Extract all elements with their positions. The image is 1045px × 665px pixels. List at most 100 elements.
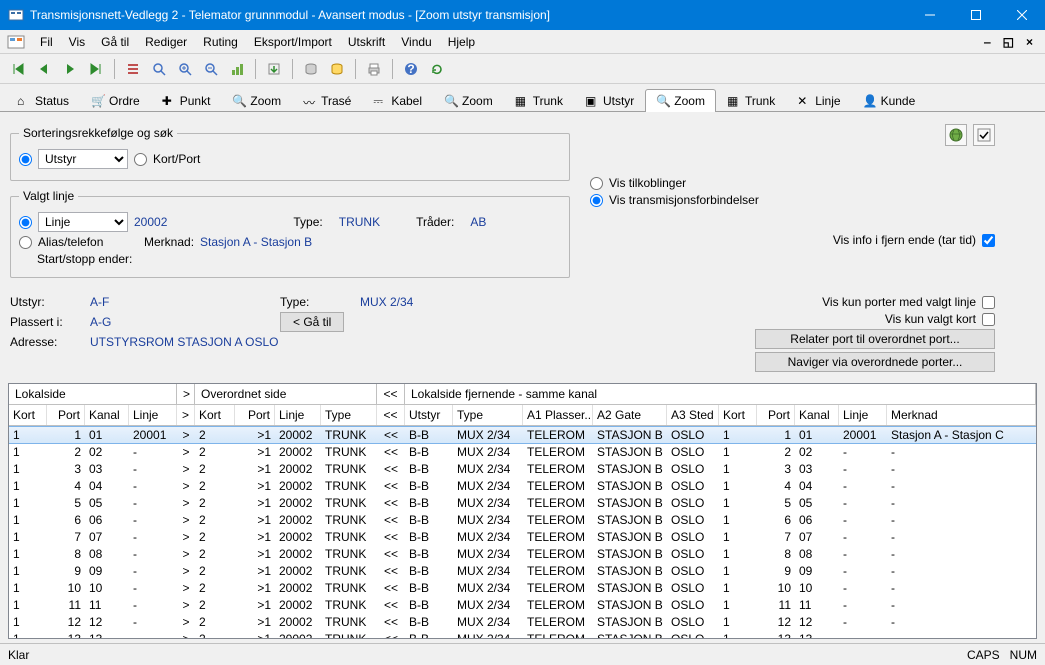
table-row[interactable]: 1404->2>120002TRUNK<<B-BMUX 2/34TELEROMS… — [9, 478, 1036, 495]
tab-kabel-cable[interactable]: ⎓Kabel — [362, 89, 433, 112]
tab-ordre-cart[interactable]: 🛒Ordre — [80, 89, 151, 112]
group-lokalside[interactable]: Lokalside — [9, 384, 177, 404]
sort-utstyr-radio[interactable] — [19, 153, 32, 166]
linje-radio[interactable] — [19, 216, 32, 229]
tool-export-button[interactable] — [262, 57, 286, 81]
tool-zoomin-button[interactable] — [173, 57, 197, 81]
menu-rediger[interactable]: Rediger — [137, 32, 195, 52]
vis-tilkoblinger-radio[interactable] — [590, 177, 603, 190]
tool-print-button[interactable] — [362, 57, 386, 81]
porter-linje-checkbox[interactable] — [982, 296, 995, 309]
col-header[interactable]: Kort — [719, 405, 757, 425]
mdi-close[interactable]: × — [1022, 35, 1037, 49]
col-header[interactable]: Type — [321, 405, 377, 425]
group-overordnet[interactable]: Overordnet side — [195, 384, 377, 404]
table-row[interactable]: 1707->2>120002TRUNK<<B-BMUX 2/34TELEROMS… — [9, 529, 1036, 546]
table-row[interactable]: 1505->2>120002TRUNK<<B-BMUX 2/34TELEROMS… — [9, 495, 1036, 512]
table-row[interactable]: 11212->2>120002TRUNK<<B-BMUX 2/34TELEROM… — [9, 614, 1036, 631]
table-row[interactable]: 1909->2>120002TRUNK<<B-BMUX 2/34TELEROMS… — [9, 563, 1036, 580]
group-gt[interactable]: > — [177, 384, 195, 404]
nav-first-button[interactable] — [6, 57, 30, 81]
tool-help-button[interactable]: ? — [399, 57, 423, 81]
col-header[interactable]: Kanal — [795, 405, 839, 425]
col-header[interactable]: Linje — [275, 405, 321, 425]
mdi-restore[interactable]: ◱ — [999, 35, 1018, 49]
tab-trunk-trunk[interactable]: ▦Trunk — [504, 89, 574, 112]
check-button[interactable] — [973, 124, 995, 146]
porter-kort-checkbox[interactable] — [982, 313, 995, 326]
tool-db2-button[interactable] — [325, 57, 349, 81]
tab-zoom-zoom2[interactable]: 🔍Zoom — [433, 89, 504, 112]
table-row[interactable]: 1606->2>120002TRUNK<<B-BMUX 2/34TELEROMS… — [9, 512, 1036, 529]
col-header[interactable]: Port — [47, 405, 85, 425]
valgt-fieldset: Valgt linje Linje 20002 Type: TRUNK Tråd… — [10, 189, 570, 278]
col-header[interactable]: Linje — [129, 405, 177, 425]
tab-trunk-trunk2[interactable]: ▦Trunk — [716, 89, 786, 112]
tool-find-button[interactable] — [147, 57, 171, 81]
col-header[interactable]: Merknad — [887, 405, 1036, 425]
col-header[interactable]: A2 Gate — [593, 405, 667, 425]
table-row[interactable]: 11313->2>120002TRUNK<<B-BMUX 2/34TELEROM… — [9, 631, 1036, 638]
menu-gtil[interactable]: Gå til — [93, 32, 137, 52]
nav-last-button[interactable] — [84, 57, 108, 81]
mdi-minimize[interactable]: ‒ — [980, 35, 995, 49]
plassert-v: A-G — [90, 315, 270, 329]
col-header[interactable]: Type — [453, 405, 523, 425]
col-header[interactable]: Utstyr — [405, 405, 453, 425]
col-header[interactable]: A1 Plasser... — [523, 405, 593, 425]
col-header[interactable]: << — [377, 405, 405, 425]
tab-punkt-plus[interactable]: ✚Punkt — [151, 89, 222, 112]
tab-status-home[interactable]: ⌂Status — [6, 89, 80, 112]
menu-ruting[interactable]: Ruting — [195, 32, 246, 52]
menu-vis[interactable]: Vis — [61, 32, 93, 52]
group-fjernende[interactable]: Lokalside fjernende - samme kanal — [405, 384, 1036, 404]
nav-next-button[interactable] — [58, 57, 82, 81]
sort-utstyr-select[interactable]: Utstyr — [38, 149, 128, 169]
tool-refresh-button[interactable] — [425, 57, 449, 81]
menu-fil[interactable]: Fil — [32, 32, 61, 52]
maximize-button[interactable] — [953, 0, 999, 30]
alias-radio[interactable] — [19, 236, 32, 249]
col-header[interactable]: A3 Sted — [667, 405, 719, 425]
menu-vindu[interactable]: Vindu — [393, 32, 439, 52]
close-button[interactable] — [999, 0, 1045, 30]
col-header[interactable]: Port — [757, 405, 795, 425]
col-header[interactable]: Kort — [195, 405, 235, 425]
menu-utskrift[interactable]: Utskrift — [340, 32, 393, 52]
relater-button[interactable]: Relater port til overordnet port... — [755, 329, 995, 349]
tool-zoomout-button[interactable] — [199, 57, 223, 81]
col-header[interactable]: Kanal — [85, 405, 129, 425]
tool-db-button[interactable] — [299, 57, 323, 81]
vis-fjern-checkbox[interactable] — [982, 234, 995, 247]
tool-list-button[interactable] — [121, 57, 145, 81]
gaa-til-button[interactable]: < Gå til — [280, 312, 344, 332]
tab-linje-line[interactable]: ✕Linje — [786, 89, 851, 112]
vis-transmisjon-radio[interactable] — [590, 194, 603, 207]
group-lt[interactable]: << — [377, 384, 405, 404]
table-row[interactable]: 11010->2>120002TRUNK<<B-BMUX 2/34TELEROM… — [9, 580, 1036, 597]
table-row[interactable]: 110120001>2>120002TRUNK<<B-BMUX 2/34TELE… — [9, 426, 1036, 444]
tab-zoom-zoom3[interactable]: 🔍Zoom — [645, 89, 716, 112]
table-row[interactable]: 1202->2>120002TRUNK<<B-BMUX 2/34TELEROMS… — [9, 444, 1036, 461]
minimize-button[interactable] — [907, 0, 953, 30]
linje-select[interactable]: Linje — [38, 212, 128, 232]
grid-body[interactable]: 110120001>2>120002TRUNK<<B-BMUX 2/34TELE… — [9, 426, 1036, 638]
table-row[interactable]: 1808->2>120002TRUNK<<B-BMUX 2/34TELEROMS… — [9, 546, 1036, 563]
tab-utstyr-device[interactable]: ▣Utstyr — [574, 89, 645, 112]
globe-button[interactable] — [945, 124, 967, 146]
tab-kunde-cust[interactable]: 👤Kunde — [852, 89, 927, 112]
menu-hjelp[interactable]: Hjelp — [440, 32, 483, 52]
tool-chart-button[interactable] — [225, 57, 249, 81]
col-header[interactable]: Linje — [839, 405, 887, 425]
tab-tras-trase[interactable]: 〰Trasé — [292, 89, 362, 112]
col-header[interactable]: Kort — [9, 405, 47, 425]
sort-kortport-radio[interactable] — [134, 153, 147, 166]
naviger-button[interactable]: Naviger via overordnede porter... — [755, 352, 995, 372]
tab-zoom-zoom[interactable]: 🔍Zoom — [221, 89, 292, 112]
table-row[interactable]: 1303->2>120002TRUNK<<B-BMUX 2/34TELEROMS… — [9, 461, 1036, 478]
col-header[interactable]: Port — [235, 405, 275, 425]
col-header[interactable]: > — [177, 405, 195, 425]
nav-prev-button[interactable] — [32, 57, 56, 81]
menu-eksportimport[interactable]: Eksport/Import — [246, 32, 340, 52]
table-row[interactable]: 11111->2>120002TRUNK<<B-BMUX 2/34TELEROM… — [9, 597, 1036, 614]
